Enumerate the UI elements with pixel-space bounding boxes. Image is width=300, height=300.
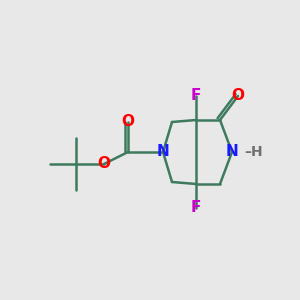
Text: O: O	[122, 115, 134, 130]
Text: N: N	[226, 145, 238, 160]
Text: F: F	[191, 88, 201, 104]
Text: N: N	[157, 145, 169, 160]
Text: F: F	[191, 200, 201, 215]
Text: –H: –H	[244, 145, 262, 159]
Text: O: O	[232, 88, 244, 104]
Text: O: O	[98, 157, 110, 172]
